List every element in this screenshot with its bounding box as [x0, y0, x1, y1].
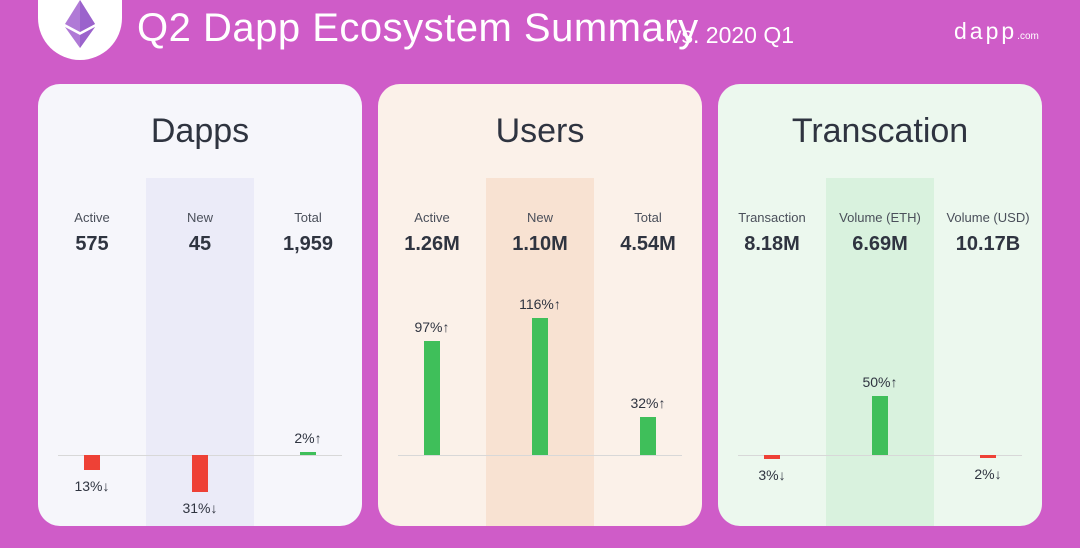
- dapps-active-change-label: 13%↓: [74, 478, 110, 495]
- dapps-new-value: 45: [188, 233, 212, 255]
- users-new-change-label: 116%↑: [519, 296, 561, 313]
- page-title: Q2 Dapp Ecosystem Summary: [137, 6, 699, 50]
- users-active-label: Active: [414, 210, 450, 225]
- dapps-total-value: 1,959: [282, 233, 334, 255]
- users-active-bar: [424, 340, 440, 455]
- users-total-label: Total: [634, 210, 662, 225]
- transcation-volume-eth-value: 6.69M: [852, 233, 908, 255]
- users-baseline: [398, 455, 682, 456]
- users-active-value: 1.26M: [404, 233, 460, 255]
- transcation-volume-usd-label: Volume (USD): [946, 210, 1030, 225]
- dapps-new-change-label: 31%↓: [182, 499, 218, 516]
- users-total-bar: [640, 417, 656, 455]
- dapps-total-label: Total: [294, 210, 322, 225]
- dapps-active-value: 575: [75, 233, 109, 255]
- transcation-transaction-change-label: 3%↓: [758, 466, 786, 483]
- users-panel-title: Users: [495, 112, 585, 150]
- dapps-new-bar: [192, 455, 208, 492]
- dapps-total-change-label: 2%↑: [294, 430, 322, 446]
- dapps-panel-title: Dapps: [150, 112, 250, 150]
- brand-name: dapp: [954, 18, 1018, 44]
- users-new-label: New: [526, 210, 553, 225]
- transcation-volume-eth-bar: [872, 396, 888, 455]
- dapps-active-label: Active: [74, 210, 110, 225]
- users-total-value: 4.54M: [620, 233, 676, 255]
- dapps-active-bar: [84, 455, 100, 471]
- dapps-total-bar: [300, 452, 316, 455]
- users-new-value: 1.10M: [512, 233, 568, 255]
- transcation-volume-usd-value: 10.17B: [955, 233, 1021, 255]
- transcation-volume-usd-bar: [980, 455, 996, 458]
- dapps-new-label: New: [186, 210, 213, 225]
- transcation-transaction-label: Transaction: [738, 210, 806, 225]
- users-active-change-label: 97%↑: [414, 318, 450, 335]
- logo-badge: [38, 0, 122, 60]
- page-subtitle: vs. 2020 Q1: [670, 22, 795, 48]
- users-new-bar: [532, 318, 548, 455]
- ethereum-icon: [65, 0, 95, 48]
- transcation-volume-usd-change-label: 2%↓: [974, 466, 1002, 482]
- transcation-highlight-column: [826, 178, 934, 526]
- transcation-volume-eth-label: Volume (ETH): [839, 210, 921, 225]
- brand-logo: dapp.com: [954, 18, 1039, 45]
- brand-suffix: .com: [1017, 31, 1039, 42]
- users-total-change-label: 32%↑: [630, 395, 666, 412]
- transcation-baseline: [738, 455, 1022, 456]
- transcation-transaction-value: 8.18M: [744, 233, 800, 255]
- transcation-panel-title: Transcation: [791, 112, 969, 150]
- transcation-transaction-bar: [764, 455, 780, 459]
- transcation-volume-eth-change-label: 50%↑: [862, 374, 898, 390]
